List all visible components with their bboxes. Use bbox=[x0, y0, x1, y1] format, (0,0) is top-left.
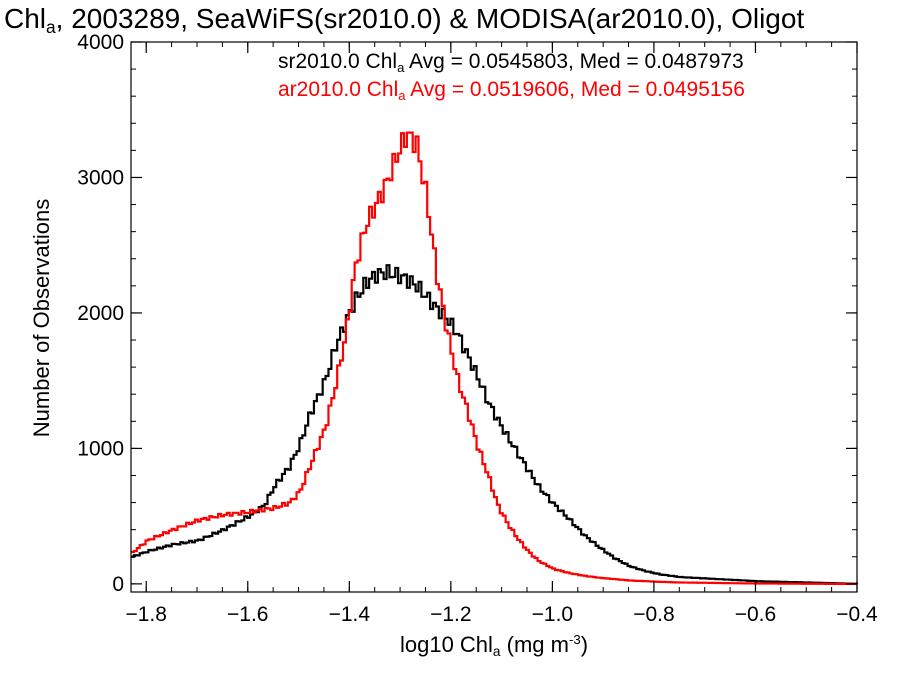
legend-entry-sr2010: sr2010.0 Chla Avg = 0.0545803, Med = 0.0… bbox=[278, 50, 744, 75]
chart-title: Chla, 2003289, SeaWiFS(sr2010.0) & MODIS… bbox=[4, 3, 805, 38]
x-tick-label: −1.2 bbox=[430, 603, 471, 626]
y-tick-label: 2000 bbox=[77, 302, 124, 325]
x-axis-ticks: −1.8 −1.6 −1.4 −1.2 −1.0 −0.8 −0.6 −0.4 bbox=[125, 42, 878, 626]
series-line-sr2010-0 bbox=[131, 264, 859, 585]
plot-frame bbox=[130, 41, 858, 593]
x-tick-label: −1.0 bbox=[532, 603, 573, 626]
x-tick-label: −0.4 bbox=[836, 603, 878, 626]
x-tick-label: −1.8 bbox=[125, 603, 166, 626]
legend-entry-ar2010: ar2010.0 Chla Avg = 0.0519606, Med = 0.0… bbox=[278, 78, 745, 103]
series-line-ar2010-0 bbox=[131, 131, 857, 585]
y-tick-label: 1000 bbox=[77, 437, 124, 460]
x-tick-label: −0.6 bbox=[735, 603, 776, 626]
y-tick-label: 0 bbox=[112, 573, 124, 596]
y-tick-label: 4000 bbox=[77, 31, 124, 54]
y-axis-label: Number of Observations bbox=[29, 198, 54, 438]
series-layer bbox=[131, 131, 859, 585]
y-axis-ticks: 0 1000 2000 3000 4000 bbox=[77, 31, 857, 596]
x-tick-label: −1.4 bbox=[329, 603, 371, 626]
x-tick-label: −0.8 bbox=[633, 603, 674, 626]
x-axis-label: log10 Chla (mg m-3) bbox=[399, 632, 589, 660]
minor-ticks bbox=[131, 41, 858, 592]
y-tick-label: 3000 bbox=[77, 166, 124, 189]
x-tick-label: −1.6 bbox=[227, 603, 268, 626]
